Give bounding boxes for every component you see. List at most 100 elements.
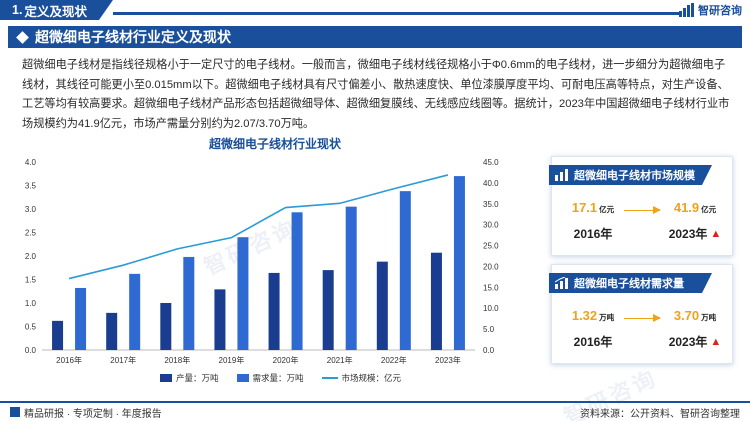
right-tick-label: 15.0 bbox=[483, 283, 499, 292]
demand-bar bbox=[291, 212, 303, 350]
demand-card: 超微细电子线材需求量 1.32 万吨 2016年 3.70 万吨 2023年 ▲ bbox=[551, 264, 733, 364]
chart-legend: 产量：万吨 需求量：万吨 市场规模：亿元 bbox=[160, 372, 401, 384]
production-bar bbox=[52, 320, 64, 350]
left-tick-label: 3.0 bbox=[25, 205, 37, 214]
up-arrow-icon: ▲ bbox=[710, 227, 722, 240]
market-size-line bbox=[68, 174, 449, 280]
to-unit: 万吨 bbox=[701, 313, 717, 322]
production-bar bbox=[214, 289, 226, 350]
arrow-right-icon bbox=[624, 206, 661, 214]
brand-name: 智研咨询 bbox=[698, 5, 742, 17]
card-to: 41.9 亿元 2023年 ▲ bbox=[660, 199, 730, 242]
footer-source: 资料来源：公开资料、智研咨询整理 bbox=[580, 408, 740, 420]
x-tick-label: 2022年 bbox=[381, 355, 407, 365]
card-title: 超微细电子线材需求量 bbox=[574, 278, 684, 290]
market-size-card: 超微细电子线材市场规模 17.1 亿元 2016年 41.9 亿元 2023年 ▲ bbox=[551, 156, 733, 256]
right-tick-label: 0.0 bbox=[483, 346, 495, 355]
production-bar bbox=[376, 261, 388, 350]
growth-chart-icon bbox=[555, 277, 569, 289]
to-year: 2023年 bbox=[668, 227, 708, 241]
x-tick-label: 2018年 bbox=[164, 355, 190, 365]
from-year: 2016年 bbox=[573, 335, 613, 349]
right-tick-label: 45.0 bbox=[483, 158, 499, 167]
left-tick-label: 1.5 bbox=[25, 276, 37, 285]
top-bar: 1. 定义及现状 bbox=[0, 0, 750, 20]
production-bar bbox=[322, 270, 334, 350]
left-tick-label: 2.0 bbox=[25, 252, 37, 261]
combo-chart: 0.0 0.5 1.0 1.5 2.0 2.5 3.0 3.5 4.0 0.0 5.0 10.0 15.… bbox=[25, 158, 499, 365]
section-label: 定义及现状 bbox=[24, 4, 87, 19]
brand-logo-icon bbox=[679, 3, 695, 17]
chart-title: 超微细电子线材行业现状 bbox=[208, 137, 341, 151]
right-tick-label: 20.0 bbox=[483, 262, 499, 271]
card-to: 3.70 万吨 2023年 ▲ bbox=[660, 307, 730, 350]
intro-paragraph: 超微细电子线材是指线径规格小于一定尺寸的电子线材。一般而言，微细电子线材线径规格… bbox=[22, 59, 730, 130]
to-value: 3.70 bbox=[673, 308, 700, 323]
demand-bar bbox=[183, 256, 195, 350]
section-tag: 1. 定义及现状 bbox=[0, 0, 113, 20]
top-divider bbox=[112, 12, 680, 15]
from-value: 17.1 bbox=[571, 200, 598, 215]
x-tick-label: 2023年 bbox=[435, 355, 461, 365]
right-tick-label: 10.0 bbox=[483, 304, 499, 313]
production-bar bbox=[106, 312, 118, 350]
demand-bar bbox=[129, 273, 141, 350]
demand-bar bbox=[345, 206, 357, 350]
left-tick-label: 3.5 bbox=[25, 182, 37, 191]
production-bar bbox=[160, 303, 172, 350]
to-year: 2023年 bbox=[668, 335, 708, 349]
card-header: 超微细电子线材需求量 bbox=[549, 273, 712, 293]
demand-bar bbox=[75, 287, 87, 350]
demand-bar bbox=[237, 237, 249, 350]
legend-item-production: 产量：万吨 bbox=[160, 372, 219, 384]
up-arrow-icon: ▲ bbox=[710, 335, 722, 348]
demand-bar bbox=[453, 176, 465, 350]
from-value: 1.32 bbox=[571, 308, 598, 323]
left-tick-label: 0.0 bbox=[25, 346, 37, 355]
from-unit: 亿元 bbox=[599, 205, 615, 214]
legend-label: 产量：万吨 bbox=[176, 373, 219, 383]
right-tick-label: 30.0 bbox=[483, 221, 499, 230]
to-unit: 亿元 bbox=[701, 205, 717, 214]
title-banner: 超微细电子线材行业定义及现状 bbox=[8, 26, 742, 48]
legend-swatch bbox=[236, 374, 249, 382]
legend-item-demand: 需求量：万吨 bbox=[236, 372, 304, 384]
production-bar bbox=[268, 272, 280, 350]
right-tick-label: 40.0 bbox=[483, 179, 499, 188]
x-tick-label: 2016年 bbox=[56, 355, 82, 365]
from-unit: 万吨 bbox=[599, 313, 615, 322]
card-header: 超微细电子线材市场规模 bbox=[549, 165, 712, 185]
left-tick-label: 1.0 bbox=[25, 299, 37, 308]
legend-label: 需求量：万吨 bbox=[252, 373, 304, 383]
left-tick-label: 0.5 bbox=[25, 323, 37, 332]
legend-item-market-size: 市场规模：亿元 bbox=[321, 372, 402, 384]
left-tick-label: 4.0 bbox=[25, 158, 37, 167]
brand[interactable]: 智研咨询 bbox=[679, 2, 742, 18]
section-number: 1. bbox=[12, 3, 23, 17]
demand-bar bbox=[399, 191, 411, 350]
bar-chart-icon bbox=[555, 169, 569, 181]
x-tick-label: 2019年 bbox=[219, 355, 245, 365]
x-tick-label: 2020年 bbox=[273, 355, 299, 365]
production-bar bbox=[430, 252, 442, 350]
x-tick-label: 2021年 bbox=[327, 355, 353, 365]
footer-square-icon bbox=[10, 407, 20, 417]
footer-left: 精品研报 · 专项定制 · 年度报告 bbox=[10, 405, 162, 420]
right-tick-label: 5.0 bbox=[483, 325, 495, 334]
card-from: 1.32 万吨 2016年 bbox=[558, 307, 628, 350]
card-title: 超微细电子线材市场规模 bbox=[574, 170, 695, 182]
to-value: 41.9 bbox=[673, 200, 700, 215]
diamond-icon bbox=[16, 30, 29, 44]
arrow-right-icon bbox=[624, 314, 661, 322]
legend-swatch bbox=[160, 374, 172, 382]
legend-swatch bbox=[321, 377, 338, 379]
from-year: 2016年 bbox=[573, 227, 613, 241]
legend-label: 市场规模：亿元 bbox=[341, 373, 402, 383]
x-tick-label: 2017年 bbox=[110, 355, 136, 365]
right-tick-label: 25.0 bbox=[483, 242, 499, 251]
card-from: 17.1 亿元 2016年 bbox=[558, 199, 628, 242]
left-tick-label: 2.5 bbox=[25, 229, 37, 238]
right-tick-label: 35.0 bbox=[483, 200, 499, 209]
page-title: 超微细电子线材行业定义及现状 bbox=[35, 29, 231, 45]
footer: 精品研报 · 专项定制 · 年度报告 资料来源：公开资料、智研咨询整理 bbox=[0, 401, 750, 421]
